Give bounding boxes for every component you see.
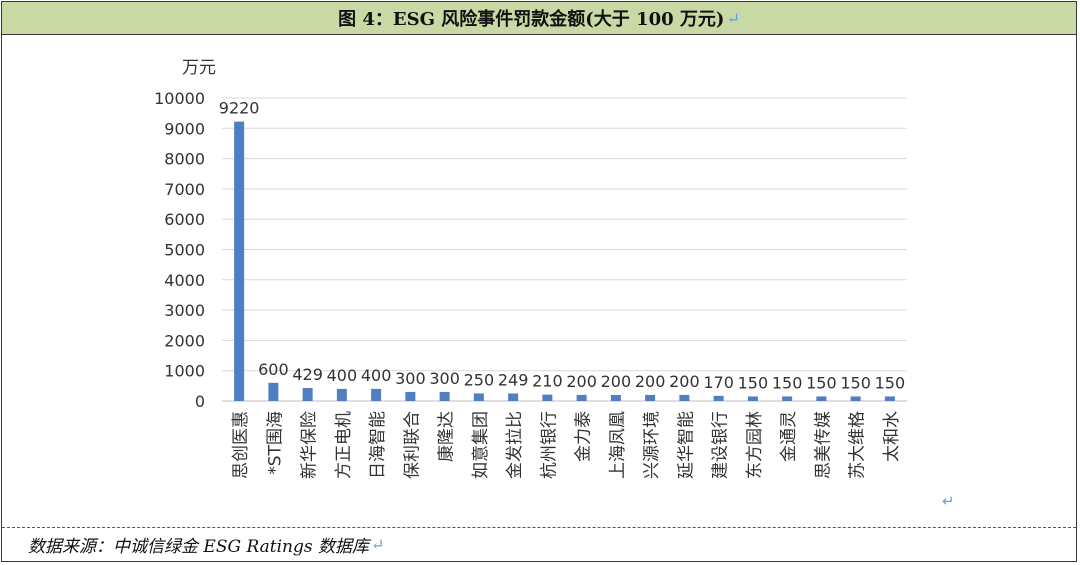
x-category-label: 杭州银行 [539,411,559,479]
bar [576,394,587,401]
x-category-label: 思创医惠 [231,411,251,479]
data-label: 250 [464,370,495,389]
return-mark-icon-3: ↵ [371,535,385,554]
y-tick-label: 10000 [154,89,205,108]
bar [645,394,656,401]
bar [268,382,279,401]
figure-title: 图 4：ESG 风险事件罚款金额(大于 100 万元) [338,9,725,30]
bar [336,388,347,401]
y-axis-ticks: 0 1000 2000 3000 4000 5000 6000 7000 8000 9000 100… [154,89,205,411]
x-category-label: 金力泰 [574,411,594,462]
bar [884,396,895,401]
bar [610,394,621,401]
data-label: 170 [703,373,734,392]
y-tick-label: 1000 [164,362,205,381]
data-label: 300 [429,369,460,388]
bar [782,396,793,401]
data-label: 400 [327,366,358,385]
gridlines [222,97,907,402]
bar [747,396,758,401]
y-tick-label: 7000 [164,180,205,199]
y-tick-label: 9000 [164,119,205,138]
y-tick-label: 4000 [164,271,205,290]
source-text: 数据来源：中诚信绿金 ESG Ratings 数据库 [28,537,369,557]
x-category-label: 兴源环境 [642,411,662,479]
bar [439,391,450,401]
bar [679,394,690,401]
bar [473,393,484,401]
data-label: 429 [292,365,323,384]
x-category-label: 太和水 [882,411,902,462]
x-category-label: 东方园林 [745,411,765,479]
x-category-label: 方正电机 [334,411,354,479]
bar [234,121,245,401]
x-axis-category-labels: 思创医惠 *ST围海 新华保险 方正电机 日海智能 保利联合 康隆达 如意集团 金发拉比 杭州银行… [231,411,902,479]
y-tick-label: 3000 [164,301,205,320]
y-tick-label: 8000 [164,150,205,169]
bar [371,388,382,401]
bar [713,395,724,401]
figure-title-bar: 图 4：ESG 风险事件罚款金额(大于 100 万元) ↵ [2,2,1076,35]
data-label: 200 [635,372,666,391]
x-category-label: *ST围海 [265,411,285,475]
x-category-label: 上海凤凰 [608,411,628,479]
x-category-label: 金发拉比 [505,411,525,479]
data-label: 150 [875,373,906,392]
y-tick-label: 5000 [164,241,205,260]
y-tick-label: 6000 [164,210,205,229]
x-category-label: 保利联合 [402,411,422,479]
x-category-label: 如意集团 [471,411,491,479]
x-category-label: 延华智能 [676,411,696,479]
bar [542,394,553,401]
data-label: 300 [395,369,426,388]
x-category-label: 金通灵 [779,411,799,462]
x-category-label: 日海智能 [368,411,388,479]
data-label: 600 [258,360,289,379]
source-note: 数据来源：中诚信绿金 ESG Ratings 数据库 ↵ [2,527,1076,561]
data-label: 150 [806,373,837,392]
bar-chart: 万元 0 1000 2000 3000 4000 5000 6000 7000 8000 9000… [154,58,907,479]
bar [508,393,519,401]
data-label: 150 [840,373,871,392]
y-axis-unit-label: 万元 [182,58,216,78]
x-category-label: 新华保险 [300,411,320,479]
data-label: 210 [532,372,563,391]
data-label: 249 [498,370,529,389]
data-label: 200 [566,372,597,391]
data-label: 200 [669,372,700,391]
bar [302,388,313,401]
bar [405,391,416,401]
data-label: 200 [601,372,632,391]
bar [816,396,827,401]
data-label: 400 [361,366,392,385]
x-category-label: 苏大维格 [848,411,868,479]
return-mark-icon-2: ↵ [942,492,955,510]
x-category-label: 思美传媒 [813,411,833,479]
data-label: 9220 [219,99,260,118]
x-category-label: 康隆达 [437,411,457,462]
x-category-label: 建设银行 [711,411,731,479]
bars [234,121,895,401]
return-mark-icon: ↵ [726,8,740,28]
data-label: 150 [772,373,803,392]
bar [850,396,861,401]
y-tick-label: 0 [195,392,205,411]
y-tick-label: 2000 [164,331,205,350]
data-label: 150 [738,373,769,392]
